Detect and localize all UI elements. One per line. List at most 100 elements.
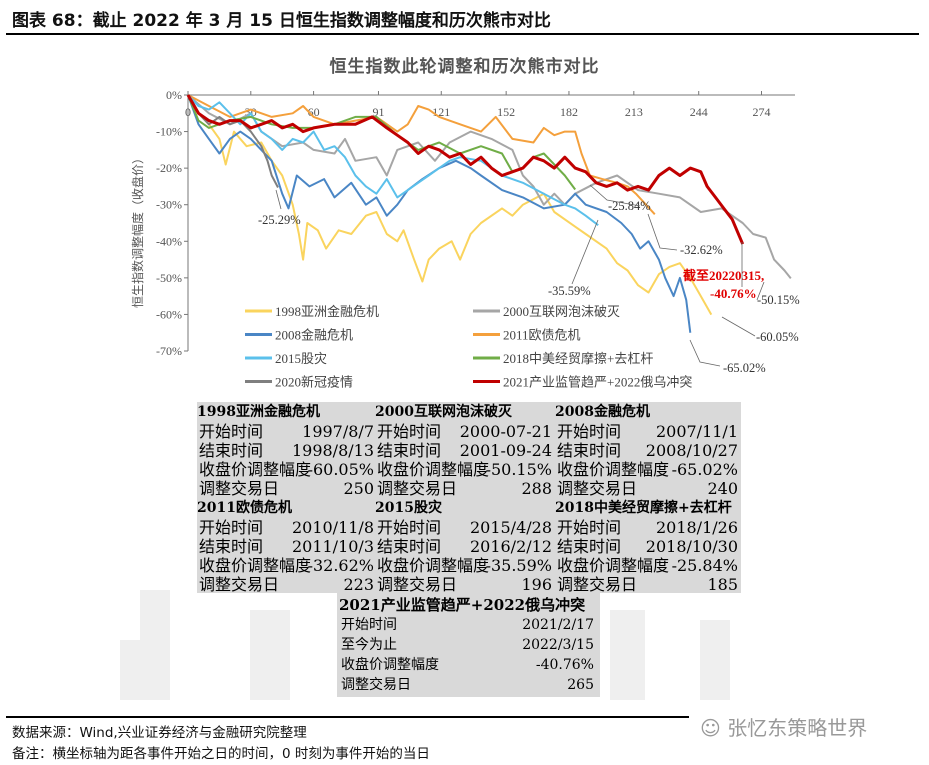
table-row-value: 2015/4/28 — [469, 518, 552, 537]
table-row-value: -35.59% — [485, 556, 552, 575]
table-row-label: 收盘价调整幅度 — [341, 657, 439, 673]
table-title: 2011欧债危机 — [197, 500, 292, 516]
legend-label: 2011欧债危机 — [503, 328, 581, 343]
annotation-2021-value: -40.76% — [710, 286, 757, 301]
x-tick-label: 91 — [372, 105, 384, 119]
table-row-value: -32.62% — [307, 556, 374, 575]
annotation-2020: -25.29% — [258, 213, 301, 227]
table-row-label: 收盘价调整幅度 — [199, 460, 312, 479]
table-row-value: -60.05% — [307, 460, 374, 479]
table-row-value: 196 — [521, 575, 552, 594]
table-row-value: -65.02% — [671, 460, 738, 479]
x-tick-label: 0 — [185, 105, 191, 119]
table-row-label: 收盘价调整幅度 — [557, 460, 670, 479]
skyline-decoration — [610, 610, 645, 700]
wechat-icon: ☺ — [700, 716, 728, 740]
y-tick-label: -60% — [156, 307, 182, 321]
series-line-7 — [186, 94, 745, 245]
table-row-label: 开始时间 — [199, 518, 264, 537]
table-row-label: 结束时间 — [199, 441, 264, 460]
table-title: 2018中美经贸摩擦+去杠杆 — [555, 500, 732, 516]
y-tick-label: -30% — [156, 198, 182, 212]
footnote: 备注：横坐标轴为距各事件开始之日的时间，0 时刻为事件开始的当日 — [12, 746, 430, 762]
table-row-label: 开始时间 — [557, 518, 622, 537]
table-title: 1998亚洲金融危机 — [197, 404, 320, 420]
table-row-value: 240 — [707, 479, 738, 498]
table-row-value: -50.15% — [485, 460, 552, 479]
table-row-label: 结束时间 — [377, 537, 442, 556]
table-row-label: 调整交易日 — [557, 479, 638, 498]
x-tick-label: 182 — [560, 105, 578, 119]
table-row-label: 开始时间 — [557, 422, 622, 441]
watermark: ☺ 张忆东策略世界 — [700, 712, 867, 741]
table-row-value: 2010/11/8 — [291, 518, 374, 537]
table-row-value: 2008/10/27 — [645, 441, 738, 460]
table-title: 2015股灾 — [375, 500, 442, 516]
y-tick-label: -20% — [156, 161, 182, 175]
table-row-value: 2018/1/26 — [655, 518, 738, 537]
skyline-decoration — [250, 610, 290, 700]
series-line-6 — [187, 94, 279, 188]
chart-title: 恒生指数此轮调整和历次熊市对比 — [329, 57, 600, 77]
table-row-label: 结束时间 — [377, 441, 442, 460]
series-line-3 — [187, 94, 656, 215]
legend-label: 2008金融危机 — [275, 328, 353, 343]
annotation-2011: -32.62% — [680, 243, 723, 257]
table-row-label: 收盘价调整幅度 — [377, 556, 490, 575]
table-row-value: 2011/10/3 — [291, 537, 374, 556]
annotation-2000: -50.15% — [757, 293, 800, 307]
table-row-value: -40.76% — [535, 657, 594, 673]
data-source: 数据来源：Wind,兴业证券经济与金融研究院整理 — [12, 725, 307, 741]
table-row-value: 250 — [343, 479, 374, 498]
legend-label: 2020新冠疫情 — [275, 375, 353, 390]
table-row-label: 开始时间 — [377, 422, 442, 441]
annotation-2015: -35.59% — [548, 284, 591, 298]
table-row-value: 1997/8/7 — [302, 422, 374, 441]
table-row-value: 1998/8/13 — [291, 441, 374, 460]
table-title: 2008金融危机 — [555, 404, 650, 420]
legend-label: 2015股灾 — [275, 351, 327, 366]
table-row-value: 223 — [343, 575, 374, 594]
table-row-value: 2018/10/30 — [645, 537, 738, 556]
table-row-label: 结束时间 — [557, 537, 622, 556]
table-title: 2021产业监管趋严+2022俄乌冲突 — [339, 596, 586, 614]
x-tick-label: 244 — [690, 105, 708, 119]
y-axis-label: 恒生指数调整幅度（收盘价） — [130, 152, 145, 308]
table-row-value: 2001-09-24 — [459, 441, 552, 460]
line-chart: 0%-10%-20%-30%-40%-50%-60%-70%0 30 60 91 121… — [130, 88, 800, 390]
skyline-decoration — [140, 590, 170, 700]
annotation-leaders — [275, 184, 765, 367]
footer-divider — [6, 716, 689, 718]
table-row-value: 2016/2/12 — [469, 537, 552, 556]
table-row-label: 调整交易日 — [199, 575, 280, 594]
table-row-label: 至今为止 — [341, 637, 397, 653]
table-row-label: 开始时间 — [199, 422, 264, 441]
table-row-label: 结束时间 — [557, 441, 622, 460]
skyline-decoration — [700, 620, 730, 700]
x-tick-label: 274 — [753, 105, 771, 119]
watermark-text: 张忆东策略世界 — [727, 716, 868, 740]
table-row-value: 265 — [567, 677, 594, 693]
table-row-label: 结束时间 — [199, 537, 264, 556]
table-title: 2000互联网泡沫破灭 — [375, 404, 512, 420]
annotation-2021: 截至20220315, — [683, 268, 764, 283]
series-line-1 — [187, 94, 792, 280]
table-row-label: 开始时间 — [341, 617, 397, 633]
legend-label: 1998亚洲金融危机 — [275, 304, 379, 319]
table-row-label: 开始时间 — [377, 518, 442, 537]
y-tick-label: 0% — [166, 88, 182, 102]
annotation-2008: -65.02% — [723, 361, 766, 375]
x-tick-label: 213 — [625, 105, 643, 119]
y-tick-label: -70% — [156, 344, 182, 358]
legend-label: 2021产业监管趋严+2022俄乌冲突 — [503, 375, 692, 390]
table-row-value: -25.84% — [671, 556, 738, 575]
y-tick-label: -10% — [156, 125, 182, 139]
table-background — [197, 402, 741, 593]
table-row-label: 收盘价调整幅度 — [377, 460, 490, 479]
y-tick-label: -40% — [156, 234, 182, 248]
x-tick-label: 152 — [497, 105, 515, 119]
header-divider — [6, 33, 919, 35]
annotation-1998: -60.05% — [756, 330, 799, 344]
table-row-value: 2021/2/17 — [522, 617, 594, 633]
